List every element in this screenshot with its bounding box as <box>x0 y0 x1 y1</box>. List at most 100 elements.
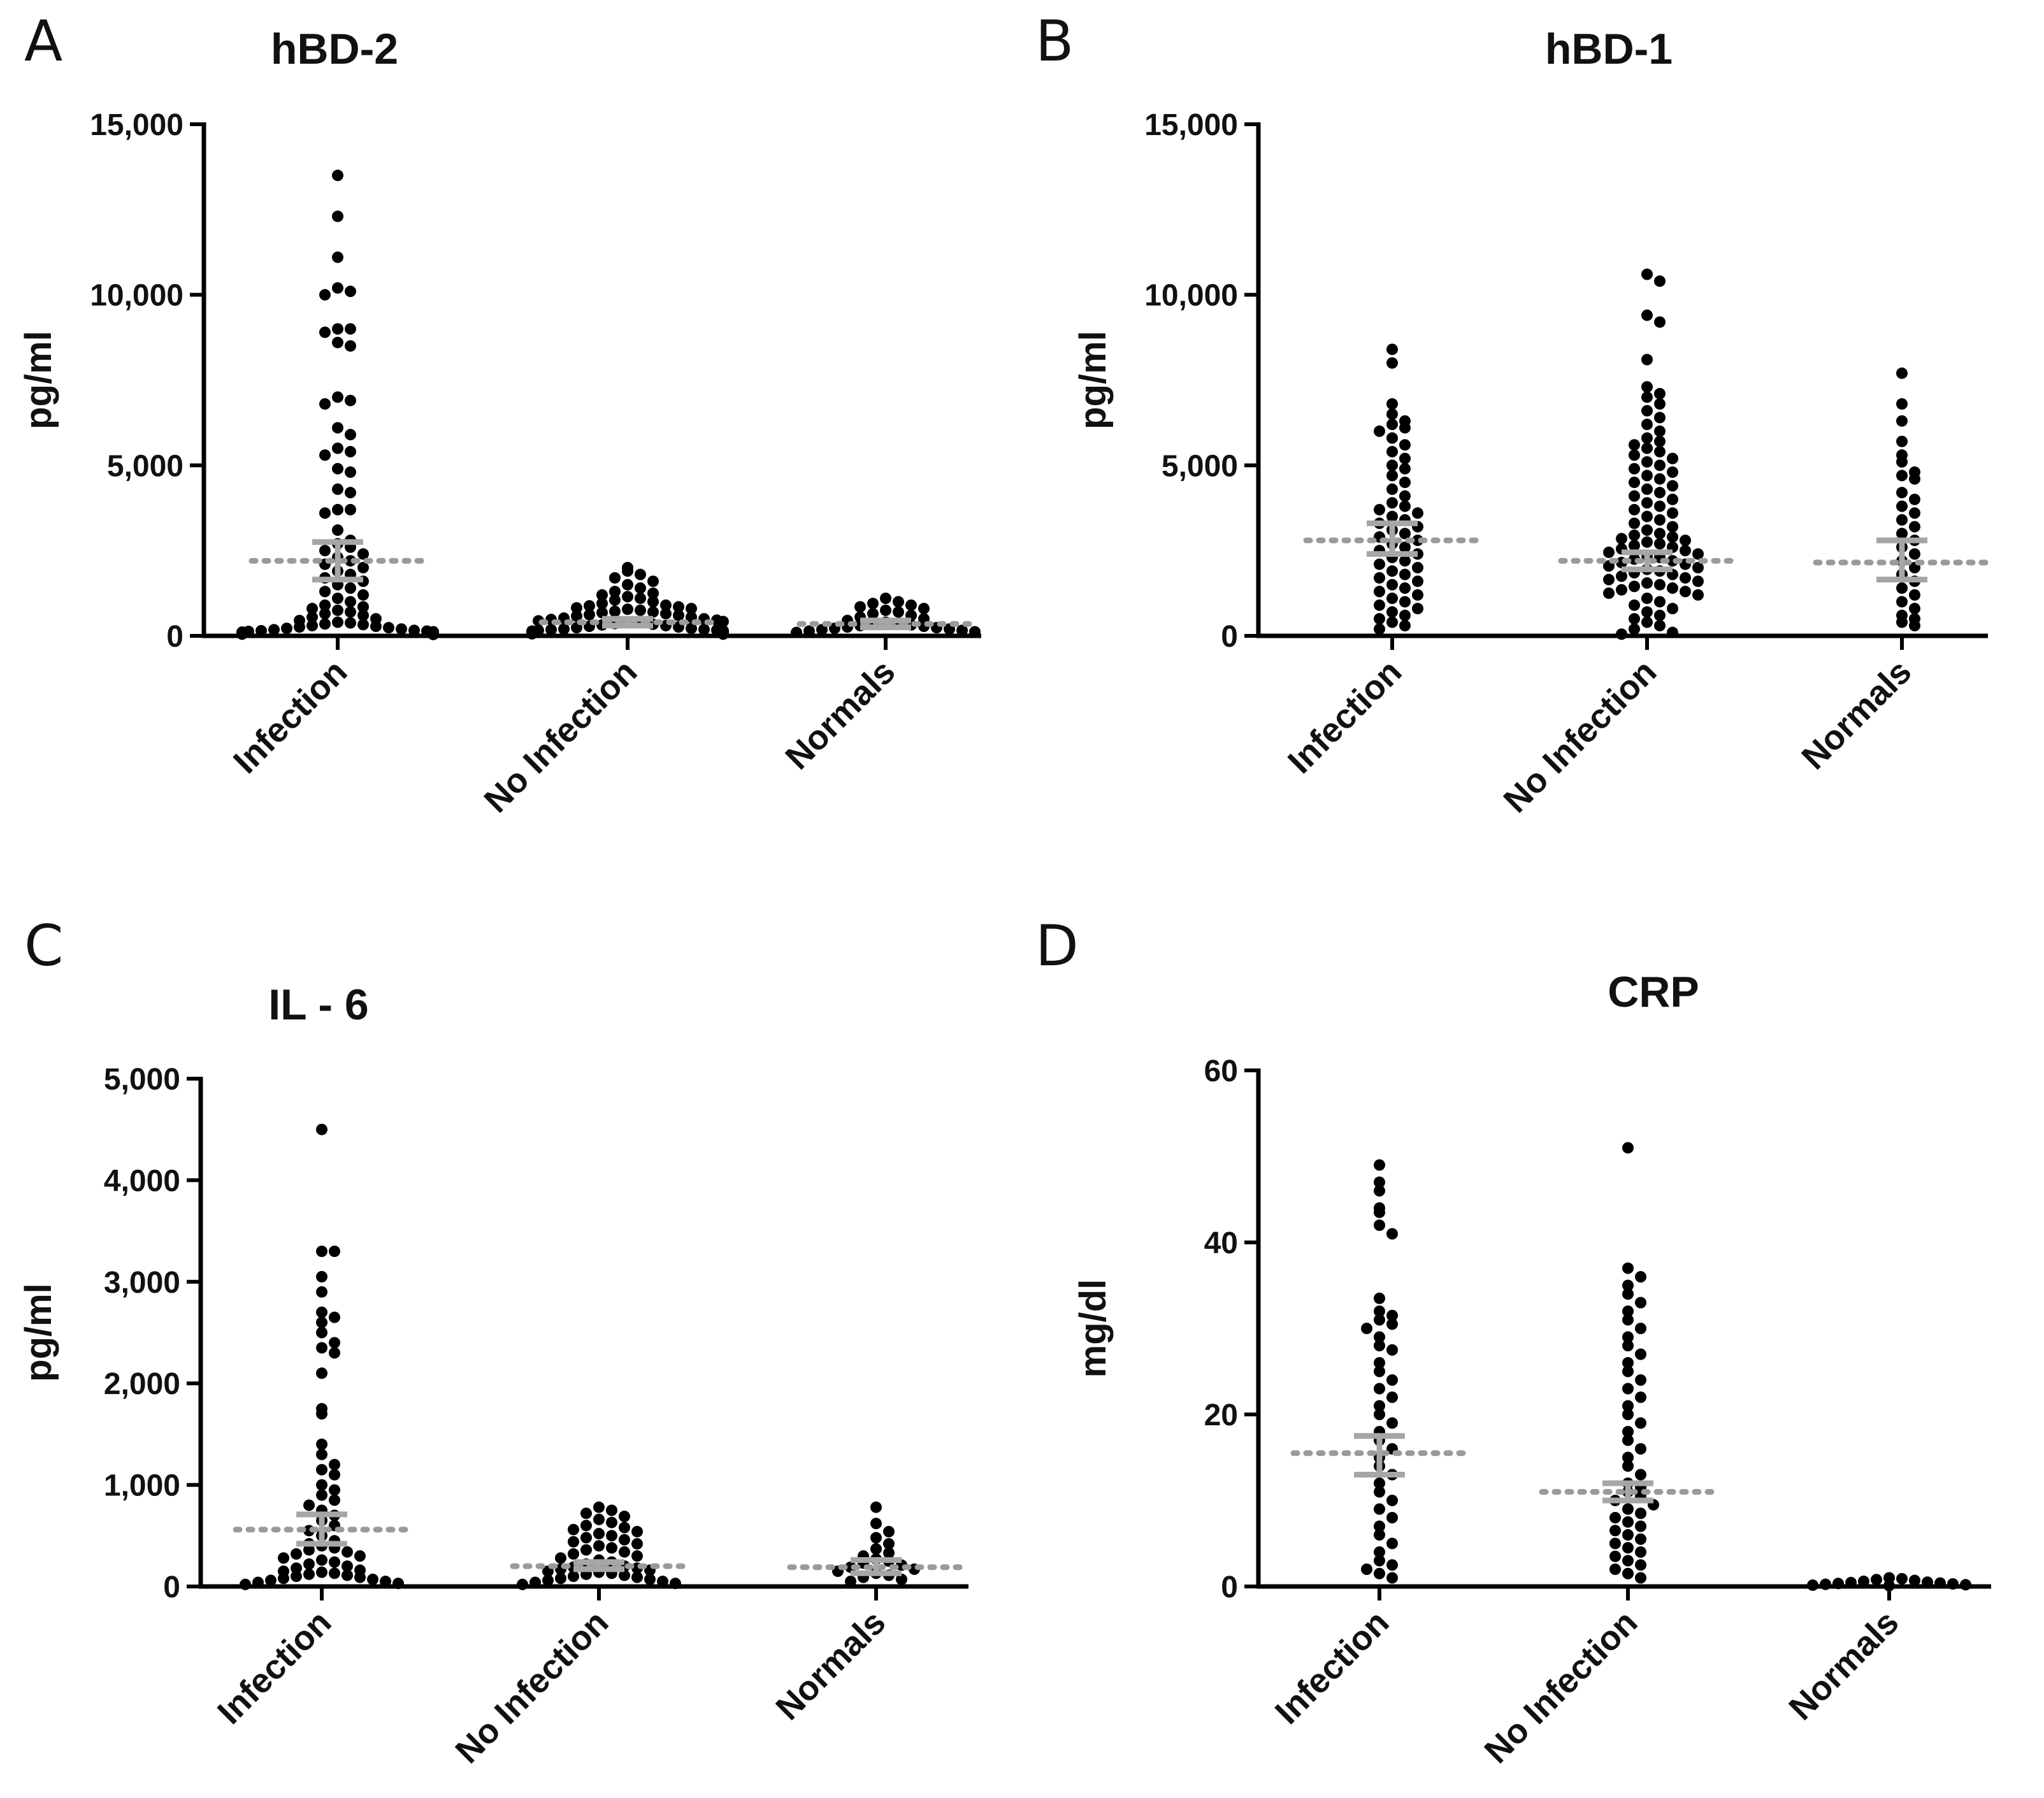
data-point <box>1374 1546 1385 1558</box>
data-point <box>345 596 356 608</box>
data-point <box>1622 1279 1634 1291</box>
data-point <box>265 1574 277 1586</box>
data-point <box>596 598 608 610</box>
data-point <box>606 1504 617 1516</box>
data-point <box>893 606 904 618</box>
data-point <box>316 1286 327 1298</box>
x-category-label: No Infection <box>477 652 644 820</box>
data-point <box>698 623 710 635</box>
data-point <box>1909 493 1920 505</box>
data-point <box>1629 599 1640 611</box>
data-point <box>1374 1176 1385 1188</box>
data-point <box>1622 1357 1634 1369</box>
data-point <box>329 1337 340 1349</box>
data-point <box>319 398 331 410</box>
data-point <box>1896 470 1908 482</box>
data-point <box>1374 1314 1385 1326</box>
data-point <box>1667 452 1678 464</box>
data-point <box>1386 1228 1398 1240</box>
data-point <box>1622 1340 1634 1351</box>
data-point <box>1667 603 1678 615</box>
data-point <box>631 1571 643 1583</box>
data-point <box>1374 1357 1385 1369</box>
data-point <box>1374 1219 1385 1231</box>
y-tick-label: 0 <box>1221 620 1238 654</box>
data-point <box>1386 1374 1398 1386</box>
data-point <box>1386 483 1398 495</box>
data-point <box>584 600 595 612</box>
data-point <box>332 336 343 349</box>
data-point <box>342 1546 353 1558</box>
data-point <box>1386 408 1398 421</box>
data-point <box>1641 354 1653 366</box>
data-point <box>1603 587 1615 600</box>
data-point <box>316 1245 327 1257</box>
data-point <box>880 604 891 616</box>
data-point <box>580 1532 592 1544</box>
y-tick-label: 0 <box>163 1571 180 1604</box>
data-point <box>956 624 968 636</box>
y-axis-label: pg/ml <box>18 331 59 429</box>
data-point <box>1635 1507 1646 1520</box>
data-point <box>1399 596 1411 608</box>
data-point <box>1399 452 1411 464</box>
data-point <box>332 323 343 335</box>
data-point <box>529 1576 541 1588</box>
data-point <box>357 561 369 573</box>
data-point <box>1635 1417 1646 1429</box>
data-point <box>568 1548 579 1560</box>
data-point <box>268 624 280 636</box>
data-point <box>1622 1555 1634 1567</box>
data-point <box>1896 487 1908 499</box>
data-point <box>1399 609 1411 621</box>
data-point <box>1909 521 1920 533</box>
data-point <box>332 169 343 182</box>
data-point <box>657 1576 668 1588</box>
data-point <box>1386 1318 1398 1330</box>
data-point <box>345 617 356 629</box>
data-point <box>526 628 538 640</box>
data-point <box>870 1532 882 1544</box>
data-point <box>1622 1529 1634 1541</box>
data-point <box>345 429 356 441</box>
data-point <box>1635 1469 1646 1481</box>
data-point <box>1374 425 1385 437</box>
data-point <box>568 1523 579 1535</box>
data-point <box>593 1528 605 1540</box>
data-point <box>1641 309 1653 321</box>
data-point <box>870 1501 882 1513</box>
data-point <box>622 579 633 591</box>
data-point <box>1374 1555 1385 1567</box>
data-point <box>1641 419 1653 431</box>
data-point <box>1629 490 1640 502</box>
data-point <box>1667 531 1678 543</box>
x-category-label: No Infection <box>1496 652 1664 820</box>
data-point <box>1386 459 1398 471</box>
data-point <box>240 1578 251 1590</box>
data-point <box>1896 415 1908 427</box>
data-point <box>622 603 633 615</box>
data-point <box>1654 473 1666 485</box>
data-point <box>345 340 356 352</box>
data-point <box>1399 463 1411 475</box>
data-point <box>1386 1344 1398 1356</box>
data-point <box>1896 596 1908 608</box>
data-point <box>1622 1503 1634 1515</box>
data-point <box>332 483 343 495</box>
data-point <box>278 1572 289 1585</box>
data-point <box>1374 1185 1385 1197</box>
data-point <box>1629 463 1640 475</box>
data-point <box>1374 1400 1385 1412</box>
data-point <box>1909 1574 1920 1586</box>
x-category-label: Normals <box>1794 652 1918 777</box>
y-tick-label: 3,000 <box>104 1266 180 1300</box>
data-point <box>1622 1451 1634 1464</box>
data-point <box>686 622 697 635</box>
data-point <box>1386 1309 1398 1321</box>
data-point <box>1654 445 1666 457</box>
data-point <box>1667 521 1678 533</box>
data-point <box>1622 1331 1634 1343</box>
data-point <box>1609 1512 1621 1523</box>
data-point <box>635 604 646 616</box>
